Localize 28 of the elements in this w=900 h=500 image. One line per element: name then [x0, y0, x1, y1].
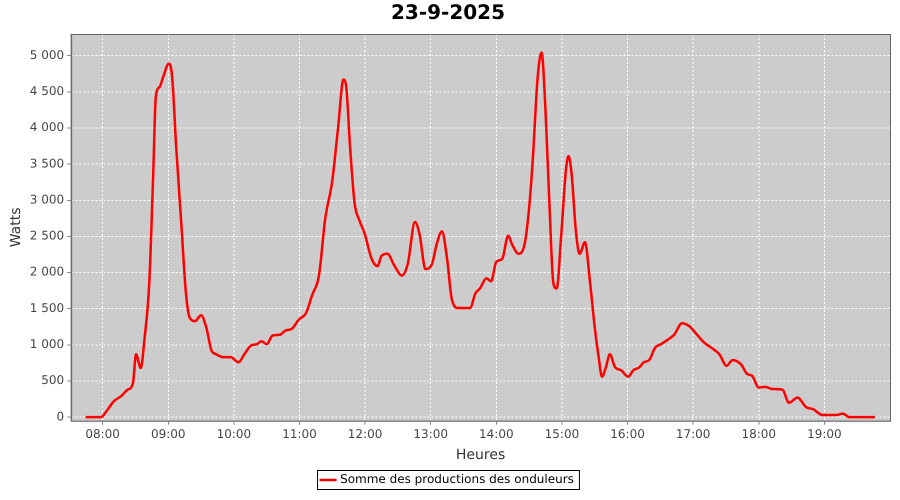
y-tick-label: 3 000 — [30, 192, 64, 206]
x-tick-label: 09:00 — [150, 427, 186, 442]
y-tick-label: 0 — [56, 409, 64, 424]
x-tick-label: 19:00 — [807, 427, 842, 442]
y-tick-label: 1 500 — [30, 300, 64, 315]
y-tick-label: 5 000 — [30, 48, 64, 62]
y-tick-label: 2 000 — [30, 264, 64, 279]
y-tick-label: 3 500 — [30, 156, 64, 170]
x-axis-title: Heures — [456, 447, 506, 464]
chart-title: 23-9-2025 — [390, 0, 506, 24]
x-tick-label: 13:00 — [413, 427, 448, 442]
x-tick-label: 12:00 — [348, 427, 382, 442]
x-tick-label: 16:00 — [610, 427, 645, 442]
x-tick-label: 14:00 — [479, 427, 514, 442]
y-tick-label: 4 000 — [30, 120, 64, 134]
x-tick-label: 15:00 — [544, 427, 580, 442]
y-tick-label: 500 — [41, 373, 64, 388]
y-tick-label: 1 000 — [30, 337, 64, 352]
y-axis-title: Watts — [8, 207, 24, 248]
x-tick-label: 11:00 — [282, 427, 317, 442]
legend-label: Somme des productions des onduleurs — [340, 472, 574, 486]
x-tick-label: 17:00 — [676, 427, 710, 442]
y-tick-label: 4 500 — [30, 84, 64, 98]
x-tick-label: 18:00 — [741, 427, 776, 442]
x-tick-label: 08:00 — [85, 427, 120, 442]
x-tick-label: 10:00 — [216, 427, 252, 442]
y-tick-label: 2 500 — [30, 228, 64, 243]
line-series — [84, 52, 876, 418]
